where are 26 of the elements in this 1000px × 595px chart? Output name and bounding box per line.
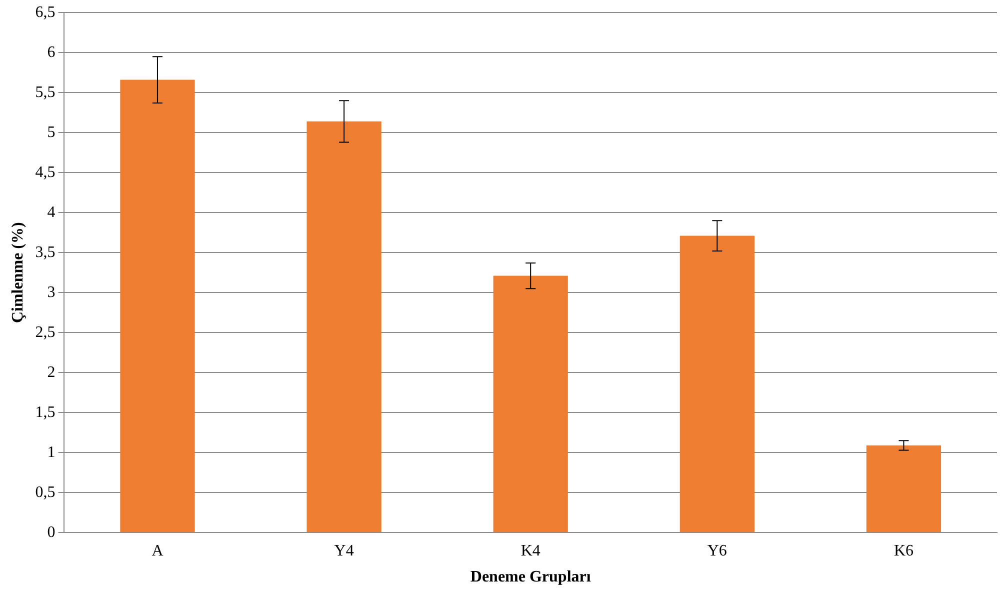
- y-axis-title: Çimlenme (%): [10, 222, 27, 324]
- y-tick-label: 3: [47, 284, 56, 301]
- y-tick-label: 0: [47, 524, 56, 541]
- x-axis-title: Deneme Grupları: [470, 568, 592, 586]
- y-tick-label: 1,5: [35, 404, 56, 421]
- x-tick-label: Y6: [707, 542, 727, 560]
- y-tick-label: 5: [47, 124, 56, 141]
- bar: [120, 80, 195, 532]
- y-tick-label: 2: [47, 364, 56, 381]
- y-tick-label: 5,5: [35, 84, 56, 101]
- y-tick-label: 6,5: [35, 4, 56, 21]
- y-tick-label: 0,5: [35, 484, 56, 501]
- x-tick-label: K6: [894, 542, 914, 560]
- y-tick-label: 4,5: [35, 164, 56, 181]
- bar: [680, 236, 754, 532]
- y-tick-label: 4: [47, 204, 56, 221]
- bar: [866, 445, 942, 532]
- y-tick-label: 6: [47, 44, 56, 61]
- bar: [306, 121, 382, 532]
- bar: [493, 276, 568, 532]
- y-tick-label: 3,5: [35, 244, 56, 261]
- x-tick-label: A: [152, 542, 164, 560]
- x-tick-label: Y4: [334, 542, 354, 560]
- y-tick-label: 1: [47, 444, 56, 461]
- y-tick-label: 2,5: [35, 324, 56, 341]
- x-tick-label: K4: [520, 542, 540, 560]
